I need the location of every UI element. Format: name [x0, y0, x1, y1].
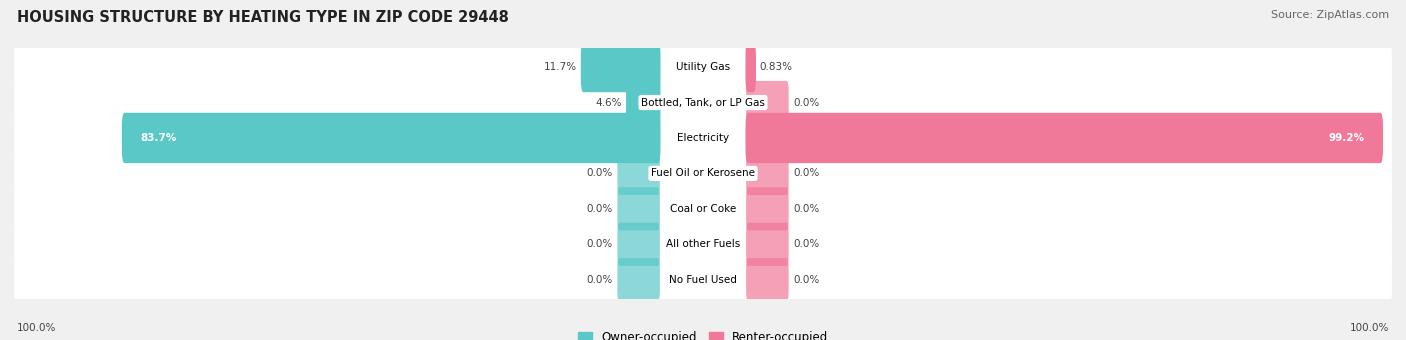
- Text: 0.0%: 0.0%: [793, 239, 820, 249]
- FancyBboxPatch shape: [747, 81, 789, 124]
- FancyBboxPatch shape: [14, 148, 1392, 199]
- FancyBboxPatch shape: [745, 42, 756, 92]
- Text: Coal or Coke: Coal or Coke: [669, 204, 737, 214]
- Text: HOUSING STRUCTURE BY HEATING TYPE IN ZIP CODE 29448: HOUSING STRUCTURE BY HEATING TYPE IN ZIP…: [17, 10, 509, 25]
- FancyBboxPatch shape: [747, 258, 789, 301]
- Text: 0.0%: 0.0%: [586, 204, 613, 214]
- Text: 0.0%: 0.0%: [793, 204, 820, 214]
- Legend: Owner-occupied, Renter-occupied: Owner-occupied, Renter-occupied: [572, 326, 834, 340]
- Text: 0.0%: 0.0%: [793, 98, 820, 107]
- FancyBboxPatch shape: [14, 254, 1392, 306]
- FancyBboxPatch shape: [14, 148, 1392, 199]
- FancyBboxPatch shape: [14, 183, 1392, 234]
- Text: 4.6%: 4.6%: [596, 98, 623, 107]
- FancyBboxPatch shape: [14, 183, 1392, 235]
- FancyBboxPatch shape: [747, 187, 789, 231]
- FancyBboxPatch shape: [14, 41, 1392, 92]
- Text: 83.7%: 83.7%: [141, 133, 177, 143]
- FancyBboxPatch shape: [14, 76, 1392, 128]
- Text: Electricity: Electricity: [676, 133, 730, 143]
- Text: All other Fuels: All other Fuels: [666, 239, 740, 249]
- Text: 0.0%: 0.0%: [586, 275, 613, 285]
- Text: No Fuel Used: No Fuel Used: [669, 275, 737, 285]
- FancyBboxPatch shape: [617, 187, 659, 231]
- FancyBboxPatch shape: [14, 112, 1392, 163]
- Text: Utility Gas: Utility Gas: [676, 62, 730, 72]
- FancyBboxPatch shape: [747, 223, 789, 266]
- Text: 0.0%: 0.0%: [793, 275, 820, 285]
- Text: Bottled, Tank, or LP Gas: Bottled, Tank, or LP Gas: [641, 98, 765, 107]
- Text: Source: ZipAtlas.com: Source: ZipAtlas.com: [1271, 10, 1389, 20]
- FancyBboxPatch shape: [14, 218, 1392, 269]
- Text: 0.0%: 0.0%: [793, 168, 820, 179]
- FancyBboxPatch shape: [581, 42, 661, 92]
- Text: 0.83%: 0.83%: [759, 62, 793, 72]
- FancyBboxPatch shape: [14, 41, 1392, 93]
- Text: 99.2%: 99.2%: [1329, 133, 1364, 143]
- Text: 11.7%: 11.7%: [544, 62, 576, 72]
- FancyBboxPatch shape: [14, 112, 1392, 164]
- FancyBboxPatch shape: [14, 76, 1392, 129]
- FancyBboxPatch shape: [14, 218, 1392, 270]
- FancyBboxPatch shape: [617, 223, 659, 266]
- FancyBboxPatch shape: [122, 113, 661, 163]
- FancyBboxPatch shape: [747, 152, 789, 195]
- FancyBboxPatch shape: [745, 113, 1384, 163]
- Text: 100.0%: 100.0%: [1350, 323, 1389, 333]
- Text: 0.0%: 0.0%: [586, 168, 613, 179]
- FancyBboxPatch shape: [14, 254, 1392, 305]
- FancyBboxPatch shape: [617, 258, 659, 301]
- Text: Fuel Oil or Kerosene: Fuel Oil or Kerosene: [651, 168, 755, 179]
- FancyBboxPatch shape: [617, 152, 659, 195]
- Text: 100.0%: 100.0%: [17, 323, 56, 333]
- FancyBboxPatch shape: [626, 78, 661, 128]
- Text: 0.0%: 0.0%: [586, 239, 613, 249]
